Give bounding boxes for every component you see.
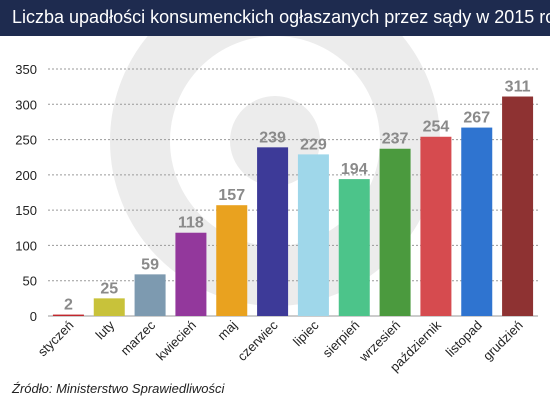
x-tick-label: styczeń [35,318,77,360]
bar [134,274,166,316]
data-label: 59 [141,256,159,273]
bar [379,148,411,316]
bar [52,314,84,316]
x-tick-label: grudzień [480,318,526,364]
y-tick-label: 200 [15,168,37,183]
bar [502,96,534,316]
data-label: 157 [218,187,245,204]
data-label: 254 [423,119,450,136]
data-label: 229 [300,136,327,153]
bar [93,298,125,316]
y-tick-label: 300 [15,97,37,112]
title-bar: Liczba upadłości konsumenckich ogłaszany… [0,0,550,36]
bar [420,136,452,316]
x-tick-label: kwiecień [153,318,199,364]
data-label: 239 [259,129,286,146]
bar [297,154,329,316]
bar [257,147,289,316]
bar [461,127,493,317]
y-tick-label: 100 [15,238,37,253]
data-label: 25 [100,280,118,297]
x-tick-label: marzec [117,317,158,358]
data-label: 267 [463,110,490,127]
data-label: 118 [178,215,204,232]
x-tick-label: lipiec [290,317,322,349]
data-label: 194 [341,161,368,178]
bar [338,179,370,316]
x-tick-label: czerwiec [234,317,281,364]
x-tick-label: luty [92,317,117,342]
y-tick-label: 250 [15,133,37,148]
data-label: 237 [382,131,409,148]
bar-chart: 0 50 100 150 200 250 300 350 2 styczeń 25 luty 59 mar… [15,36,538,375]
source-note: Źródło: Ministerstwo Sprawiedliwości [12,381,225,396]
x-tick-label: listopad [443,318,485,360]
y-tick-label: 50 [23,274,37,289]
y-tick-label: 150 [15,203,37,218]
y-tick-label: 0 [30,309,37,324]
y-tick-label: 350 [15,62,37,77]
x-tick-label: maj [214,317,239,342]
data-label: 311 [505,79,531,96]
bar [216,205,248,316]
bar [175,232,207,316]
data-label: 2 [64,297,73,314]
chart-title: Liczba upadłości konsumenckich ogłaszany… [12,7,550,27]
